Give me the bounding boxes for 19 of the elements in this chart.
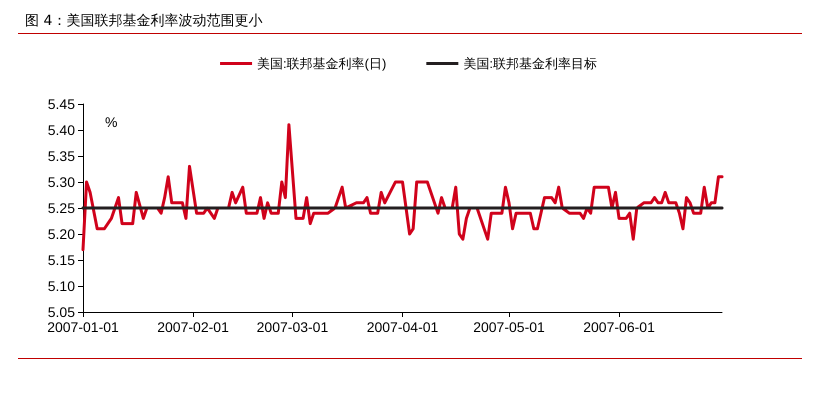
y-tick-label: 5.10 [48,278,76,294]
y-tick-label: 5.40 [48,122,76,138]
chart-title: 图 4：美国联邦基金利率波动范围更小 [25,13,262,29]
y-tick-label: 5.15 [48,252,76,268]
y-axis-title: % [105,114,118,130]
x-tick-label: 2007-02-01 [157,319,230,335]
x-tick-label: 2007-03-01 [256,319,328,335]
legend-label: 美国:联邦基金利率(日) [257,56,386,71]
y-tick-label: 5.35 [48,148,76,164]
y-tick-label: 5.30 [48,174,76,190]
legend-label: 美国:联邦基金利率目标 [463,56,597,71]
x-tick-label: 2007-05-01 [473,319,546,335]
x-tick-label: 2007-06-01 [583,319,656,335]
y-tick-label: 5.20 [48,226,76,242]
y-tick-label: 5.05 [48,304,76,320]
x-tick-label: 2007-01-01 [47,319,120,335]
y-tick-label: 5.25 [48,200,76,216]
x-tick-label: 2007-04-01 [366,319,439,335]
y-tick-label: 5.45 [48,96,76,112]
